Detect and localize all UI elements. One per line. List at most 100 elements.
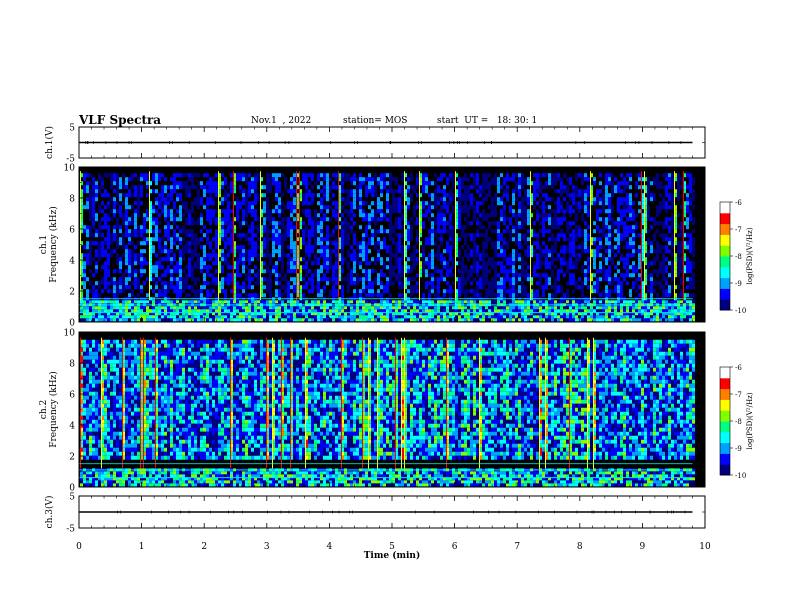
x-tick-label: 5 <box>389 542 395 552</box>
burst-line <box>446 337 447 485</box>
colorbar-tick-label: -6 <box>735 199 742 207</box>
burst-line <box>545 337 546 485</box>
burst-line <box>299 171 300 320</box>
spectrogram-image <box>79 167 705 322</box>
y-tick-label: 5 <box>69 493 75 503</box>
figure-title: VLF Spectra <box>79 113 162 127</box>
y-tick-label: -5 <box>66 155 75 165</box>
burst-line <box>101 337 102 485</box>
colorbar-tick-label: -10 <box>735 307 746 315</box>
burst-line <box>530 171 531 320</box>
burst-line <box>401 337 402 485</box>
colorbar-tick-label: -7 <box>735 391 742 399</box>
burst-line <box>143 337 144 485</box>
burst-line <box>368 337 369 485</box>
panel-ch1-spectrogram: ch.1Frequency (kHz) <box>39 166 733 323</box>
x-tick-label: 3 <box>264 542 270 552</box>
x-tick-label: 6 <box>452 542 458 552</box>
burst-line <box>80 171 81 320</box>
panel-ch2-spectrogram: ch.2Frequency (kHz) <box>39 331 733 488</box>
y-tick-label: 8 <box>69 195 75 205</box>
burst-line <box>281 337 282 485</box>
burst-line <box>404 337 405 485</box>
colorbar-label: log(PSD)(V²/Hz) <box>746 227 754 284</box>
y-tick-label: 4 <box>69 422 75 432</box>
burst-line <box>590 171 591 320</box>
y-tick-label: 2 <box>69 288 75 298</box>
y-axis-label: ch.1(V) <box>44 126 55 159</box>
burst-line <box>569 337 570 485</box>
x-tick-label: 4 <box>327 542 333 552</box>
x-axis-label: Time (min) <box>364 550 421 561</box>
y-tick-label: 10 <box>64 164 76 174</box>
burst-line <box>404 171 405 320</box>
burst-line <box>218 171 219 320</box>
colorbar-tick-label: -9 <box>735 280 742 288</box>
burst-line <box>539 337 540 485</box>
burst-line <box>260 171 261 320</box>
colorbar <box>719 366 733 476</box>
panel-ch1-waveform: ch.1(V) <box>44 126 706 159</box>
burst-line <box>587 337 588 485</box>
y-tick-label: 6 <box>69 226 75 236</box>
y-tick-label: 4 <box>69 257 75 267</box>
colorbar-tick-label: -6 <box>735 364 742 372</box>
burst-line <box>395 337 396 485</box>
colorbar-tick-label: -9 <box>735 445 742 453</box>
x-tick-label: 1 <box>139 542 145 552</box>
burst-line <box>272 337 273 485</box>
burst-line <box>644 171 645 320</box>
burst-line <box>155 337 156 485</box>
colorbar-tick-label: -8 <box>735 253 742 261</box>
burst-line <box>377 337 378 485</box>
y-tick-label: 6 <box>69 391 75 401</box>
date-label: Nov.1 , 2022 <box>251 116 312 126</box>
panel-ch3-waveform: ch.3(V) <box>44 495 706 529</box>
burst-line <box>479 337 480 485</box>
burst-line <box>455 171 456 320</box>
y-tick-label: 2 <box>69 453 75 463</box>
y-tick-label: -5 <box>66 525 75 535</box>
burst-line <box>230 337 231 485</box>
y-tick-label: 10 <box>64 329 76 339</box>
burst-line <box>80 337 81 485</box>
start-time-label: start UT = 18: 30: 1 <box>437 116 538 126</box>
y-tick-label: 0 <box>69 484 75 494</box>
burst-line <box>233 171 234 320</box>
burst-line <box>341 337 342 485</box>
burst-line <box>362 337 363 485</box>
burst-line <box>593 337 594 485</box>
y-axis-label: ch.3(V) <box>44 496 55 529</box>
burst-line <box>140 337 141 485</box>
x-tick-label: 8 <box>577 542 583 552</box>
x-tick-label: 0 <box>76 542 82 552</box>
station-label: station= MOS <box>343 116 408 126</box>
y-tick-label: 0 <box>69 319 75 329</box>
y-tick-label: 8 <box>69 360 75 370</box>
colorbar-tick-label: -10 <box>735 472 746 480</box>
y-axis-label: ch.2Frequency (kHz) <box>39 371 59 448</box>
burst-line <box>149 171 150 320</box>
y-axis-label: ch.1Frequency (kHz) <box>39 206 59 283</box>
colorbar-tick-label: -7 <box>735 226 742 234</box>
burst-line <box>266 337 267 485</box>
burst-line <box>122 337 123 485</box>
burst-line <box>296 171 297 320</box>
burst-line <box>338 171 339 320</box>
burst-line <box>419 171 420 320</box>
burst-line <box>641 171 642 320</box>
colorbar-tick-label: -8 <box>735 418 742 426</box>
burst-line <box>305 337 306 485</box>
x-tick-label: 10 <box>699 542 711 552</box>
y-tick-label: 5 <box>69 124 75 134</box>
colorbar <box>719 201 733 311</box>
x-tick-label: 9 <box>640 542 646 552</box>
colorbar-label: log(PSD)(V²/Hz) <box>746 392 754 449</box>
burst-line <box>683 171 684 320</box>
x-tick-label: 7 <box>514 542 520 552</box>
burst-line <box>674 171 675 320</box>
burst-line <box>290 337 291 485</box>
spectrogram-image <box>79 332 705 487</box>
